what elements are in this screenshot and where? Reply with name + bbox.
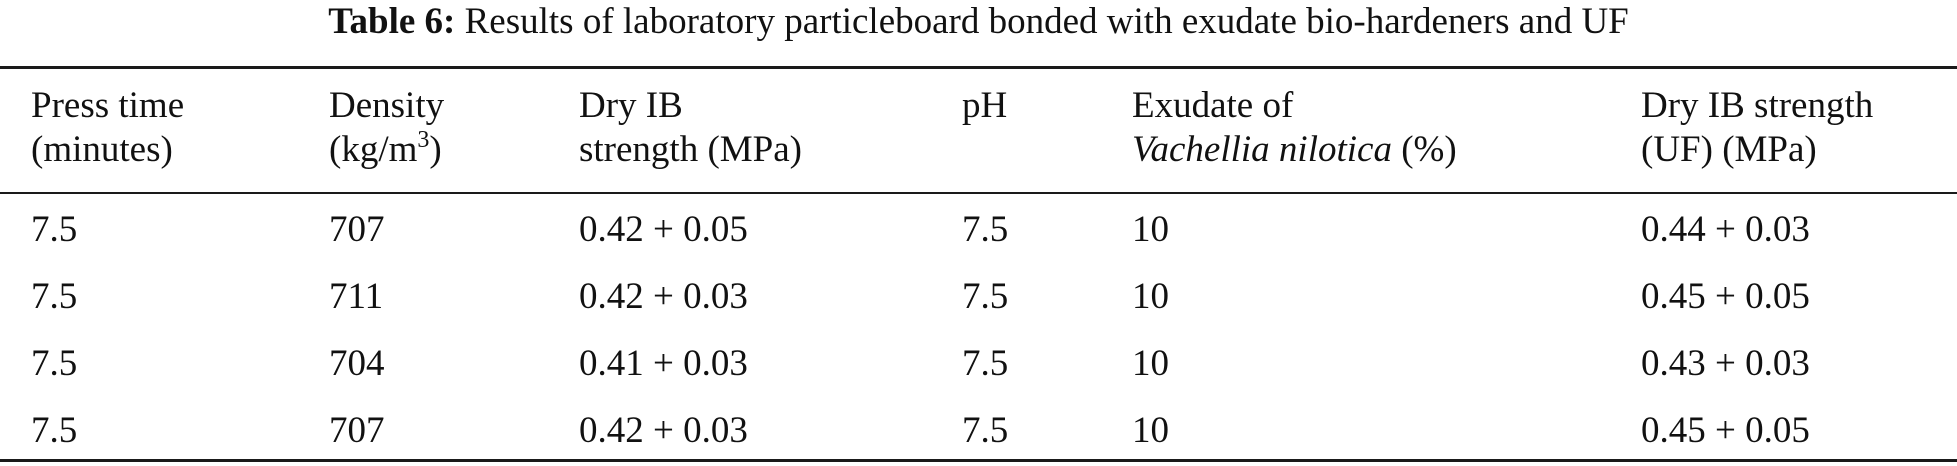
table-caption-label: Table 6:: [328, 1, 456, 42]
column-header-species: Vachellia nilotica: [1132, 129, 1392, 170]
table-cell: 7.5: [31, 276, 78, 317]
table-caption-title: Results of laboratory particleboard bond…: [464, 1, 1629, 42]
table-cell: 10: [1132, 410, 1169, 451]
table-cell: 0.42 + 0.03: [579, 276, 748, 317]
column-header-line: Press time: [31, 85, 185, 126]
table-header-rule: [0, 192, 1957, 194]
table-cell: 0.42 + 0.05: [579, 209, 748, 250]
column-header-superscript: 3: [417, 127, 430, 153]
table-cell: 10: [1132, 209, 1169, 250]
table-cell: 7.5: [962, 410, 1009, 451]
table-cell: 711: [329, 276, 384, 317]
column-header-dry-ib-strength-uf: Dry IB strength (UF) (MPa): [1641, 84, 1873, 172]
table-caption: Table 6: Results of laboratory particleb…: [0, 0, 1957, 48]
column-header-line: Dry IB: [579, 85, 683, 126]
table-cell: 7.5: [31, 410, 78, 451]
table-cell: 704: [329, 343, 385, 384]
table-cell: 7.5: [962, 276, 1009, 317]
column-header-unit: (kg/m: [329, 129, 418, 170]
table-cell: 7.5: [31, 209, 78, 250]
table-cell: 0.45 + 0.05: [1641, 410, 1810, 451]
column-header-line: (kg/m3): [329, 128, 444, 172]
table-cell: 0.44 + 0.03: [1641, 209, 1810, 250]
table-cell: 707: [329, 410, 385, 451]
table-cell: 0.42 + 0.03: [579, 410, 748, 451]
table-cell: 10: [1132, 276, 1169, 317]
column-header-dry-ib-strength: Dry IB strength (MPa): [579, 84, 802, 172]
column-header-unit-suffix: (%): [1391, 129, 1457, 170]
column-header-line: Dry IB strength: [1641, 85, 1874, 126]
table-cell: 0.41 + 0.03: [579, 343, 748, 384]
column-header-line: (UF) (MPa): [1641, 129, 1817, 170]
column-header-line: strength (MPa): [579, 129, 802, 170]
column-header-density: Density (kg/m3): [329, 84, 444, 172]
column-header-press-time: Press time (minutes): [31, 84, 184, 172]
table-cell: 707: [329, 209, 385, 250]
column-header-unit-suffix: ): [429, 129, 442, 170]
table-cell: 0.45 + 0.05: [1641, 276, 1810, 317]
table-top-rule: [0, 66, 1957, 69]
table-cell: 7.5: [962, 209, 1009, 250]
column-header-line: pH: [962, 85, 1008, 126]
column-header-line: Vachellia nilotica (%): [1132, 128, 1457, 172]
table-cell: 7.5: [962, 343, 1009, 384]
column-header-exudate: Exudate of Vachellia nilotica (%): [1132, 84, 1457, 172]
table-cell: 7.5: [31, 343, 78, 384]
column-header-line: (minutes): [31, 129, 173, 170]
column-header-ph: pH: [962, 84, 1007, 128]
table-bottom-rule: [0, 459, 1957, 462]
table-cell: 0.43 + 0.03: [1641, 343, 1810, 384]
column-header-line: Density: [329, 85, 445, 126]
column-header-line: Exudate of: [1132, 85, 1294, 126]
table-cell: 10: [1132, 343, 1169, 384]
